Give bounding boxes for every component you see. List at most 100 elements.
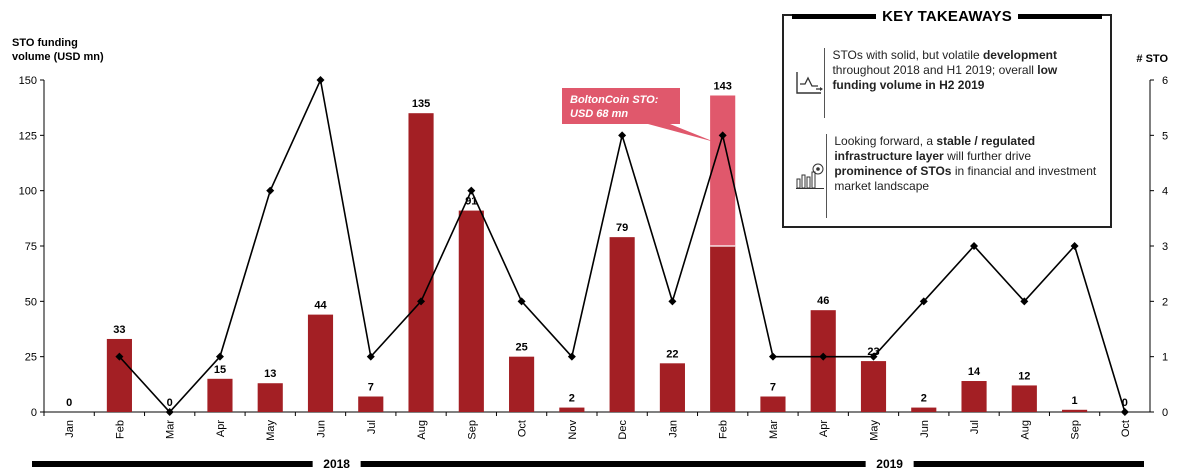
funding-bar	[810, 310, 836, 412]
bar-value-label: 0	[1122, 397, 1128, 409]
funding-bar	[659, 363, 685, 412]
sto-count-point	[718, 131, 727, 140]
y-right-tick-label: 4	[1162, 186, 1168, 198]
year-label: 2019	[876, 457, 903, 470]
infrastructure-chart-icon	[794, 134, 826, 218]
bar-value-label: 33	[113, 324, 125, 336]
callout-bubble	[562, 88, 715, 142]
funding-bar	[559, 407, 585, 412]
takeaway-phrase: STOs with solid, but volatile	[832, 48, 980, 62]
sto-count-point	[618, 131, 627, 140]
funding-bar	[911, 407, 937, 412]
x-tick-label: Apr	[215, 420, 227, 437]
sto-count-line-layer	[115, 76, 1129, 416]
takeaway-phrase: throughout 2018 and H1 2019; overall	[832, 63, 1034, 77]
year-bar-right	[913, 461, 1144, 467]
bar-value-label: 79	[616, 222, 628, 234]
sto-count-point	[417, 297, 426, 306]
y-left-axis-title: STO funding	[12, 37, 78, 49]
year-label: 2018	[323, 457, 350, 470]
funding-bar	[609, 237, 635, 412]
sto-count-point	[517, 297, 526, 306]
sto-count-point	[215, 352, 224, 361]
x-tick-label: Jan	[64, 420, 76, 438]
funding-bar	[509, 356, 535, 412]
bar-value-label: 46	[817, 295, 829, 307]
sto-count-point	[366, 352, 375, 361]
x-tick-label: Mar	[768, 420, 780, 439]
y-right-axis-title: # STO	[1136, 53, 1168, 65]
y-right-tick-label: 5	[1162, 130, 1168, 142]
sto-count-point	[567, 352, 576, 361]
bar-value-label: 143	[714, 80, 732, 92]
takeaway-item-1: STOs with solid, but volatile developmen…	[794, 48, 1100, 118]
funding-bar	[1062, 409, 1088, 412]
sto-count-point	[668, 297, 677, 306]
x-tick-label: Nov	[567, 420, 579, 440]
takeaway-emphasis: prominence of STOs	[834, 164, 952, 178]
x-tick-label: Jun	[919, 420, 931, 438]
x-tick-label: Jun	[316, 420, 328, 438]
takeaway-emphasis: development	[979, 48, 1057, 62]
bar-value-label: 44	[314, 300, 327, 312]
y-left-tick-label: 0	[31, 407, 37, 419]
bar-value-label: 7	[368, 382, 374, 394]
x-tick-label: Apr	[818, 420, 830, 437]
y-left-tick-label: 125	[19, 130, 37, 142]
x-tick-label: Mar	[165, 420, 177, 439]
funding-bar	[760, 396, 786, 412]
funding-bar	[710, 246, 736, 412]
sto-count-point	[869, 352, 878, 361]
funding-bar	[860, 361, 887, 412]
bar-value-label: 135	[412, 98, 430, 110]
key-takeaways-box: KEY TAKEAWAYS STOs with solid, but volat…	[782, 7, 1112, 228]
callout-text: BoltonCoin STO:	[570, 94, 659, 106]
sto-count-point	[165, 408, 174, 416]
sto-count-point	[1020, 297, 1029, 306]
takeaway-text-2: Looking forward, a stable / regulated in…	[834, 134, 1100, 218]
bar-value-label: 14	[968, 366, 981, 378]
bar-value-label: 7	[770, 382, 776, 394]
key-takeaways-header: KEY TAKEAWAYS	[792, 6, 1103, 26]
x-tick-label: Dec	[617, 420, 629, 440]
takeaway-item-2: Looking forward, a stable / regulated in…	[794, 134, 1100, 218]
year-bar-left	[635, 461, 866, 467]
bar-value-label: 23	[867, 346, 879, 358]
x-tick-label: Oct	[517, 420, 529, 437]
funding-bar	[358, 396, 384, 412]
bar-value-label: 25	[515, 342, 527, 354]
funding-bar	[106, 338, 132, 412]
takeaway-emphasis: low funding volume in H2 2019	[832, 63, 1058, 92]
takeaway-phrase: in financial and investment market lands…	[834, 164, 1097, 193]
funding-bar	[961, 381, 987, 412]
takeaway-phrase: will further drive	[943, 149, 1032, 163]
x-tick-label: Aug	[416, 420, 428, 440]
bar-value-label: 1	[1072, 395, 1078, 407]
funding-bar	[207, 378, 233, 412]
y-left-tick-label: 25	[25, 352, 37, 364]
bar-value-label: 2	[921, 393, 927, 405]
bar-value-label: 0	[167, 397, 173, 409]
sto-count-point	[1120, 408, 1129, 416]
x-tick-label: Jul	[366, 420, 378, 434]
x-tick-label: Sep	[466, 420, 478, 440]
bar-value-label: 91	[465, 196, 477, 208]
x-tick-label: Aug	[1019, 420, 1031, 440]
takeaway-emphasis: stable / regulated infrastructure layer	[834, 134, 1036, 163]
x-tick-label: May	[265, 420, 277, 441]
year-bar-left	[32, 461, 313, 467]
y-left-tick-label: 75	[25, 241, 37, 253]
x-tick-label: Feb	[718, 420, 730, 439]
key-takeaways-title: KEY TAKEAWAYS	[876, 7, 1018, 25]
sto-count-point	[819, 352, 828, 361]
funding-bar	[307, 314, 334, 412]
x-tick-label: Sep	[1070, 420, 1082, 440]
funding-bar	[458, 210, 484, 412]
sto-count-point	[919, 297, 928, 306]
sto-count-point	[1070, 242, 1079, 250]
bar-value-label: 0	[66, 397, 72, 409]
y-right-tick-label: 2	[1162, 296, 1168, 308]
